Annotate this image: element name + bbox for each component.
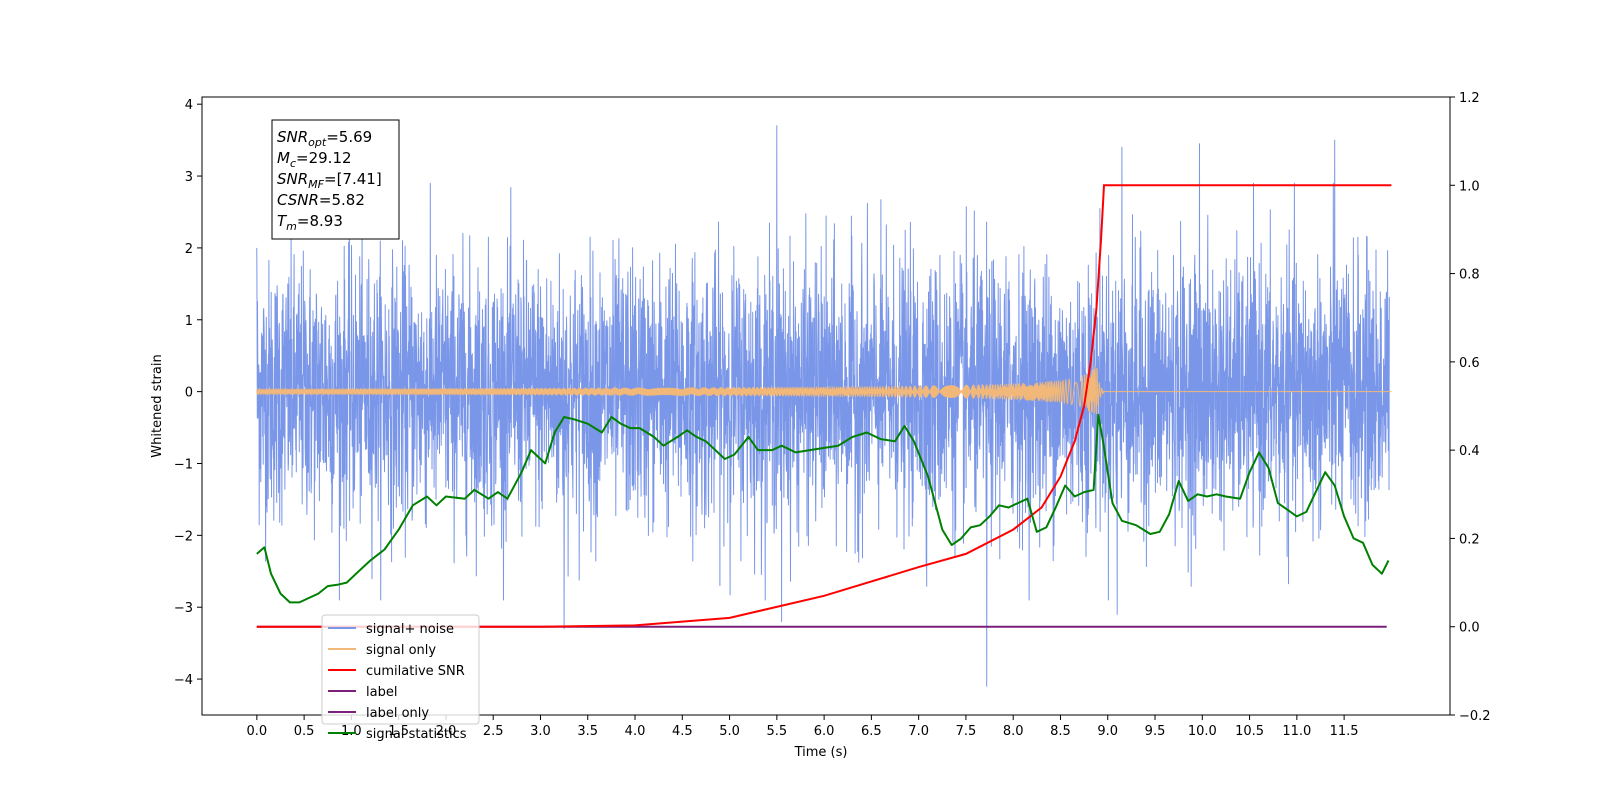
x-tick-label: 5.5 bbox=[766, 724, 787, 739]
info-line: Tm=8.93 bbox=[277, 212, 343, 233]
x-tick-label: 4.5 bbox=[672, 724, 693, 739]
x-tick-label: 10.5 bbox=[1235, 724, 1264, 739]
x-tick-label: 8.5 bbox=[1050, 724, 1071, 739]
x-tick-label: 6.5 bbox=[861, 724, 882, 739]
y-left-tick-label: −4 bbox=[174, 673, 193, 688]
x-tick-label: 7.0 bbox=[908, 724, 929, 739]
y-right-tick-label: 1.2 bbox=[1459, 91, 1480, 106]
series-cumilative-snr bbox=[256, 184, 1392, 628]
x-tick-label: 11.5 bbox=[1330, 724, 1359, 739]
y-axis-label: Whitened strain bbox=[150, 354, 165, 457]
x-tick-label: 9.0 bbox=[1097, 724, 1118, 739]
y-right-tick-label: 0.0 bbox=[1459, 621, 1480, 636]
y-left-tick-label: −1 bbox=[174, 457, 193, 472]
x-tick-label: 5.0 bbox=[719, 724, 740, 739]
x-tick-label: 1.0 bbox=[341, 724, 362, 739]
plot-frame bbox=[201, 96, 1451, 716]
y-right-tick-label: 1.0 bbox=[1459, 179, 1480, 194]
info-line: CSNR=5.82 bbox=[277, 191, 365, 209]
y-left-tick-label: 2 bbox=[185, 242, 193, 257]
y-left-tick-label: 1 bbox=[185, 314, 193, 329]
legend-label: signal only bbox=[366, 643, 436, 658]
x-tick-label: 3.5 bbox=[577, 724, 598, 739]
y-right-tick-label: 0.8 bbox=[1459, 268, 1480, 283]
y-left-tick-label: −2 bbox=[174, 529, 193, 544]
legend-frame bbox=[321, 614, 480, 725]
y-left-tick-label: 3 bbox=[185, 170, 193, 185]
info-box-lines: SNRopt=5.69Mc=29.12SNRMF=[7.41]CSNR=5.82… bbox=[277, 128, 382, 233]
x-tick-label: 0.0 bbox=[246, 724, 267, 739]
y-left-tick-label: 0 bbox=[185, 386, 193, 401]
info-line: Mc=29.12 bbox=[277, 149, 352, 170]
legend-label: signal statistics bbox=[366, 727, 467, 742]
x-tick-label: 10.0 bbox=[1188, 724, 1217, 739]
y-axis-left-ticks: 4 3 2 1 0 −1 −2 −3 −4 bbox=[174, 98, 202, 688]
x-tick-label: 6.0 bbox=[814, 724, 835, 739]
info-line: SNRMF=[7.41] bbox=[277, 170, 382, 191]
x-tick-label: 11.0 bbox=[1282, 724, 1311, 739]
legend-label: cumilative SNR bbox=[366, 664, 465, 679]
x-tick-label: 3.0 bbox=[530, 724, 551, 739]
info-box-frame bbox=[271, 119, 400, 240]
y-right-tick-label: 0.2 bbox=[1459, 532, 1480, 547]
x-tick-label: 7.5 bbox=[956, 724, 977, 739]
y-right-tick-label: 0.4 bbox=[1459, 444, 1480, 459]
x-axis-label: Time (s) bbox=[794, 745, 848, 760]
y-axis-right-ticks: 1.2 1.0 0.8 0.6 0.4 0.2 0.0 −0.2 bbox=[1450, 91, 1491, 724]
legend-label: signal+ noise bbox=[366, 622, 454, 637]
y-left-tick-label: −3 bbox=[174, 601, 193, 616]
legend: signal+ noise signal only cumilative SNR la… bbox=[321, 614, 480, 742]
y-left-tick-label: 4 bbox=[185, 98, 193, 113]
x-axis-ticks: 0.0 0.5 1.0 1.5 2.0 2.5 3.0 3.5 4.0 4.5 5.0 5.5 6.0 6… bbox=[246, 715, 1359, 739]
series-signal-only bbox=[256, 365, 1392, 415]
info-box: SNRopt=5.69Mc=29.12SNRMF=[7.41]CSNR=5.82… bbox=[271, 119, 400, 240]
legend-entries: signal+ noise signal only cumilative SNR la… bbox=[328, 622, 467, 742]
y-right-tick-label: 0.6 bbox=[1459, 356, 1480, 371]
x-tick-label: 4.0 bbox=[625, 724, 646, 739]
series-signal-noise bbox=[256, 125, 1390, 687]
info-line: SNRopt=5.69 bbox=[277, 128, 372, 149]
x-tick-label: 2.5 bbox=[483, 724, 504, 739]
x-tick-label: 8.0 bbox=[1003, 724, 1024, 739]
series-signal-statistics bbox=[256, 413, 1390, 604]
x-tick-label: 1.5 bbox=[388, 724, 409, 739]
y-right-tick-label: −0.2 bbox=[1459, 709, 1491, 724]
x-tick-label: 0.5 bbox=[294, 724, 315, 739]
x-tick-label: 9.5 bbox=[1145, 724, 1166, 739]
legend-label: label only bbox=[366, 706, 429, 721]
x-tick-label: 2.0 bbox=[436, 724, 457, 739]
legend-label: label bbox=[366, 685, 397, 700]
